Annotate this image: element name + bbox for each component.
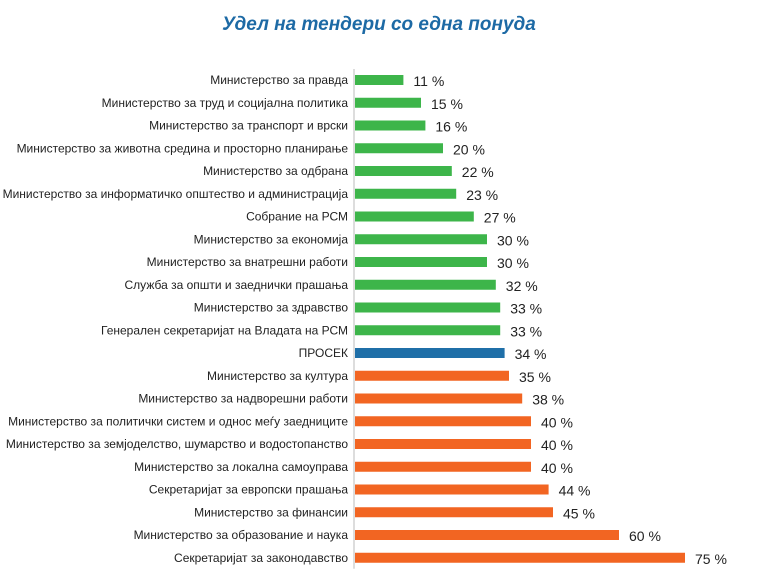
- value-label: 35 %: [519, 369, 551, 385]
- value-label: 30 %: [497, 232, 529, 248]
- category-label: Министерство за правда: [210, 73, 348, 87]
- value-label: 23 %: [466, 187, 498, 203]
- bar: [355, 507, 553, 518]
- value-label: 40 %: [541, 437, 573, 453]
- value-labels: 11 % 15 % 16 % 20 % 22 % 23 % 27 % 30 % 30 % 32 %…: [413, 73, 727, 567]
- category-label: Министерство за политички систем и однос…: [8, 414, 348, 428]
- category-label: Собрание на РСМ: [246, 210, 348, 224]
- category-label: Министерство за животна средина и просто…: [17, 141, 349, 155]
- bar: [355, 166, 452, 176]
- bar: [355, 188, 457, 199]
- category-label: Министерство за надворешни работи: [138, 392, 348, 406]
- bar: [355, 552, 685, 563]
- value-label: 20 %: [453, 141, 485, 157]
- category-label: Министерство за финансии: [194, 505, 348, 519]
- value-label: 16 %: [435, 119, 467, 135]
- bar: [355, 325, 501, 336]
- category-label: Министерство за труд и социјална политик…: [102, 96, 349, 110]
- bar: [355, 97, 421, 108]
- bar: [355, 279, 496, 290]
- category-label: Генерален секретаријат на Владата на РСМ: [101, 323, 348, 337]
- value-label: 38 %: [532, 392, 564, 408]
- chart-title: Удел на тендери со една понуда: [222, 14, 536, 35]
- value-label: 40 %: [541, 460, 573, 476]
- bar: [355, 348, 505, 358]
- value-label: 30 %: [497, 255, 529, 271]
- category-label: ПРОСЕК: [299, 346, 348, 360]
- category-label: Секретаријат за европски прашања: [149, 483, 348, 497]
- value-label: 44 %: [559, 483, 591, 499]
- value-label: 32 %: [506, 278, 538, 294]
- bar: [355, 416, 531, 427]
- category-label: Министерство за култура: [207, 369, 348, 383]
- category-label: Министерство за образование и наука: [134, 528, 349, 542]
- value-label: 11 %: [413, 73, 444, 89]
- category-labels: Министерство за правда Министерство за тр…: [3, 73, 349, 565]
- category-label: Министерство за одбрана: [203, 164, 348, 178]
- bar: [355, 484, 549, 495]
- value-label: 60 %: [629, 528, 661, 544]
- bar: [355, 211, 474, 222]
- bar: [355, 370, 509, 381]
- bar: [355, 302, 501, 313]
- value-label: 34 %: [515, 346, 547, 362]
- category-label: Министерство за здравство: [194, 301, 349, 315]
- category-label: Секретаријат за законодавство: [174, 551, 348, 565]
- bar: [355, 257, 487, 267]
- category-label: Министерство за транспорт и врски: [149, 119, 348, 133]
- category-label: Министерство за информатичко општество и…: [3, 187, 349, 201]
- category-label: Министерство за земјоделство, шумарство …: [6, 437, 348, 451]
- value-label: 75 %: [695, 551, 727, 567]
- category-label: Министерство за внатрешни работи: [147, 255, 348, 269]
- value-label: 33 %: [510, 323, 542, 339]
- bar: [355, 439, 531, 449]
- bar: [355, 120, 426, 131]
- category-label: Министерство за економија: [194, 232, 349, 246]
- bar: [355, 75, 404, 85]
- value-label: 27 %: [484, 210, 516, 226]
- bar: [355, 530, 619, 540]
- value-label: 15 %: [431, 96, 463, 112]
- bar: [355, 143, 443, 154]
- value-label: 22 %: [462, 164, 494, 180]
- bar: [355, 393, 523, 404]
- category-label: Служба за општи и заеднички прашања: [125, 278, 349, 292]
- value-label: 33 %: [510, 301, 542, 317]
- value-label: 40 %: [541, 414, 573, 430]
- value-label: 45 %: [563, 505, 595, 521]
- bars: [355, 75, 685, 563]
- category-label: Министерство за локална самоуправа: [134, 460, 348, 474]
- bar: [355, 234, 487, 245]
- bar: [355, 461, 531, 472]
